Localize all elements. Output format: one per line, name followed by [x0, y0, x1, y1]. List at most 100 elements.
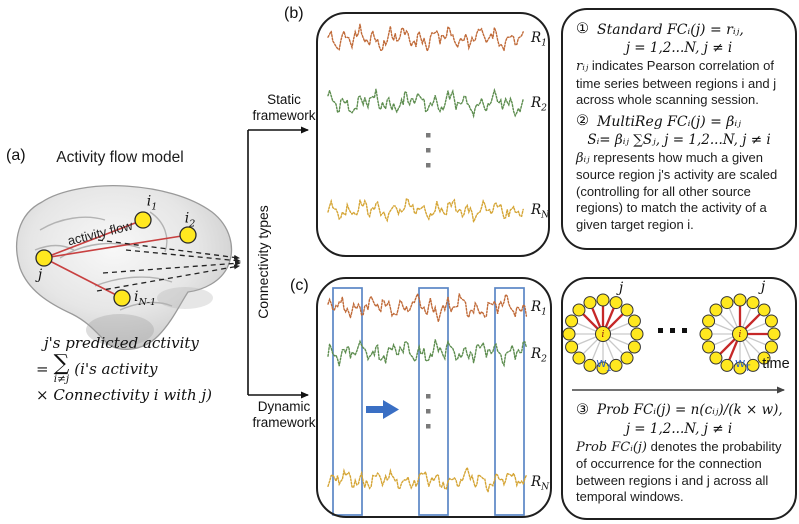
connectivity-types-label: Connectivity types: [255, 205, 271, 319]
ring-node: [562, 327, 576, 341]
ring-node: [596, 293, 610, 307]
dynamic-definitions-box: j j w1 wT time ③ Prob FCᵢ(j) = n(cᵢⱼ)/(k…: [561, 277, 797, 520]
vertical-ellipsis-b: [426, 133, 431, 168]
ring-node: [709, 351, 723, 365]
eq3-condition: j = 1,2...N, j ≠ i: [625, 420, 733, 437]
ring-node: [572, 303, 586, 317]
equation-line1: j's predicted activity: [44, 334, 199, 352]
ring-node: [746, 358, 760, 372]
equation-line2: = ∑ i≠j (i's activity: [36, 351, 158, 385]
ring-node: [709, 303, 723, 317]
equation-line3: × Connectivity i with j): [36, 386, 212, 405]
multireg-fc-equation: MultiReg FCᵢ(j) = βᵢⱼ: [597, 113, 741, 130]
ring2-j-label: j: [760, 279, 766, 295]
ring-node: [583, 358, 597, 372]
ring1-j-label: j: [618, 280, 624, 296]
prob-fc-equation: Prob FCᵢ(j) = n(cᵢⱼ)/(k × w),: [597, 402, 783, 418]
horizontal-ellipsis-rings: [658, 328, 687, 333]
panel-b-box: [316, 12, 550, 257]
node-i2: [179, 226, 197, 244]
ring-node: [767, 327, 781, 341]
window-2: [418, 287, 449, 516]
ring-node: [620, 303, 634, 317]
waveform-panel_b-RN: [327, 198, 524, 225]
node-j: [35, 249, 53, 267]
node-j-label: j: [37, 267, 43, 283]
ring-node: [609, 296, 623, 310]
activity-flow-equation: j's predicted activity = ∑ i≠j (i's acti…: [36, 334, 251, 404]
circled-2-icon: ②: [576, 112, 589, 129]
series-label-c-rn: RN: [531, 474, 550, 493]
ring-node: [702, 314, 716, 328]
ring-center-label: i: [739, 330, 742, 340]
brain-region-nodes: [35, 211, 197, 307]
ring-node: [627, 314, 641, 328]
prob-fc-description: Prob FCᵢ(j) denotes the probability of o…: [576, 438, 782, 505]
ring-node: [764, 314, 778, 328]
series-label-c-r1: R1: [531, 299, 548, 318]
ring-node: [609, 358, 623, 372]
prob-fc-block: ③ Prob FCᵢ(j) = n(cᵢⱼ)/(k × w), j = 1,2.…: [563, 398, 795, 510]
static-framework-label: Static framework: [252, 92, 316, 123]
ring-node: [699, 327, 713, 341]
standard-fc-description: rᵢⱼ indicates Pearson correlation of tim…: [576, 58, 777, 108]
node-iN1: [113, 289, 131, 307]
waveform-panel_c-R1: [327, 291, 528, 322]
series-label-b-r2: R2: [531, 95, 548, 114]
panel-b-label: (b): [284, 5, 304, 22]
node-i2-label: i2: [184, 210, 196, 230]
sum-symbol: ∑ i≠j: [53, 351, 70, 385]
series-label-c-r2: R2: [531, 346, 548, 365]
circled-1-icon: ①: [576, 21, 589, 37]
ring-node: [757, 351, 771, 365]
time-series-waveforms: [327, 23, 528, 495]
ring-node: [565, 314, 579, 328]
panel-c-label: (c): [290, 277, 309, 294]
ring-node: [757, 303, 771, 317]
slide-arrow-icon: [366, 400, 399, 419]
ring-node: [720, 296, 734, 310]
standard-fc-equation: Standard FCᵢ(j) = rᵢⱼ,: [597, 22, 744, 38]
static-definitions-box: ① Standard FCᵢ(j) = rᵢⱼ, j = 1,2...N, j …: [561, 8, 797, 250]
multireg-fc-description: βᵢⱼ represents how much a given source r…: [576, 149, 778, 232]
ring-node: [565, 340, 579, 354]
window-T-label: wT: [735, 355, 751, 373]
ring-node: [627, 340, 641, 354]
ring-w1: i: [562, 293, 644, 375]
waveform-panel_b-R2: [327, 87, 524, 119]
panel-a-title: Activity flow model: [56, 149, 184, 166]
dashed-connectors: [96, 239, 241, 292]
ring-center-label: i: [602, 330, 605, 340]
vertical-ellipsis-c: [426, 394, 431, 429]
waveform-panel_c-RN: [327, 465, 528, 495]
eq1-row: ① Standard FCᵢ(j) = rᵢⱼ,: [576, 21, 784, 38]
ring-node: [596, 361, 610, 375]
eq2-row: ② MultiReg FCᵢ(j) = βᵢⱼ: [576, 112, 784, 130]
eq2-condition: Sᵢ= βᵢⱼ ∑Sⱼ, j = 1,2...N, j ≠ i: [587, 131, 771, 148]
framework-bracket: [247, 126, 309, 399]
ring-wT: i: [699, 293, 781, 375]
dynamic-framework-label: Dynamic framework: [252, 399, 316, 430]
eq1-condition: j = 1,2...N, j ≠ i: [625, 40, 733, 57]
ring-node: [764, 340, 778, 354]
ring-node: [702, 340, 716, 354]
waveform-panel_c-R2: [327, 339, 528, 368]
brain-sulci: [34, 211, 173, 311]
window-3: [494, 287, 525, 516]
ring-node: [733, 293, 747, 307]
activity-flow-links: [43, 219, 189, 299]
ring-node: [620, 351, 634, 365]
brain-illustration: [16, 184, 233, 350]
waveform-panel_b-R1: [327, 23, 524, 54]
node-iN1-label: iN-1: [134, 289, 157, 308]
ring-node: [733, 361, 747, 375]
series-label-b-rn: RN: [531, 202, 550, 221]
panel-c-box: [316, 277, 552, 518]
node-i1: [134, 211, 152, 229]
ring-node: [720, 358, 734, 372]
ring-node: [572, 351, 586, 365]
panel-a-label: (a): [6, 147, 26, 164]
